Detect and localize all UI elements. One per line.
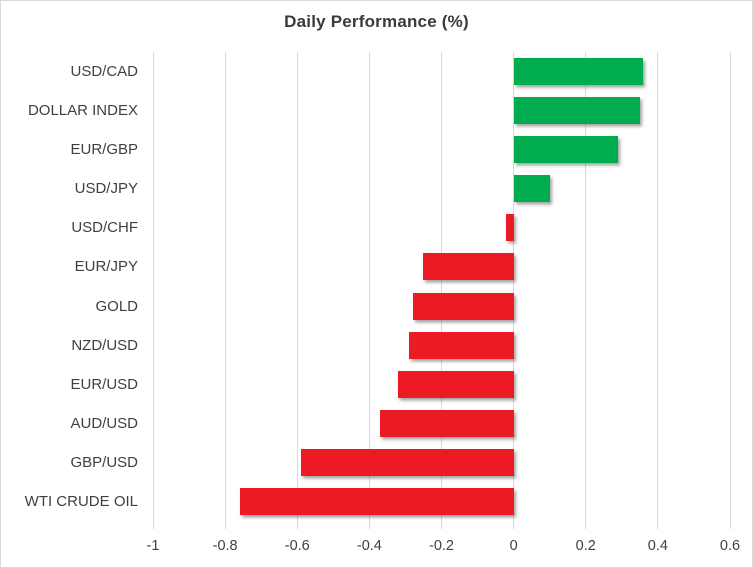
category-label-eur-gbp: EUR/GBP [70,141,138,159]
category-label-nzd-usd: NZD/USD [71,336,138,354]
x-tick-label: -1 [146,538,160,554]
bar-usd-chf [506,214,514,242]
bar-usd-cad [513,58,644,86]
x-tick-label: 0 [509,538,518,554]
x-tick-label: 0.4 [647,538,668,554]
bar-gold [412,292,514,320]
category-label-dollar-index: DOLLAR INDEX [27,102,138,120]
gridline [224,52,226,529]
x-tick-label: -0.8 [212,538,238,554]
gridline [657,52,659,529]
gridline [585,52,587,529]
category-label-usd-chf: USD/CHF [71,219,138,237]
category-label-eur-jpy: EUR/JPY [74,258,138,276]
gridline [513,52,515,529]
bar-gbp-usd [300,448,514,476]
bar-aud-usd [380,409,514,437]
bar-eur-usd [398,370,514,398]
x-tick-label: -0.2 [429,538,454,554]
gridline [729,52,731,529]
category-label-aud-usd: AUD/USD [70,414,138,432]
bar-eur-gbp [513,136,619,164]
x-tick-label: -0.6 [284,538,310,554]
bar-eur-jpy [423,253,514,281]
category-label-gold: GOLD [95,297,138,315]
category-label-usd-cad: USD/CAD [70,63,138,80]
category-label-usd-jpy: USD/JPY [74,180,138,198]
chart-title: Daily Performance (%) [284,12,469,31]
gridline [152,52,154,529]
gridline [296,52,298,529]
bar-dollar-index [513,97,640,125]
bar-usd-jpy [513,175,550,203]
bar-nzd-usd [409,331,514,359]
category-label-eur-usd: EUR/USD [70,375,138,393]
gridline [368,52,370,529]
bar-wti-crude-oil [239,487,514,515]
gridline [441,52,442,529]
x-tick-label: -0.4 [356,538,382,554]
category-label-gbp-usd: GBP/USD [70,453,138,471]
x-tick-label: 0.2 [575,538,596,554]
x-tick-label: 0.6 [719,538,741,554]
category-label-wti-crude-oil: WTI CRUDE OIL [24,492,138,510]
